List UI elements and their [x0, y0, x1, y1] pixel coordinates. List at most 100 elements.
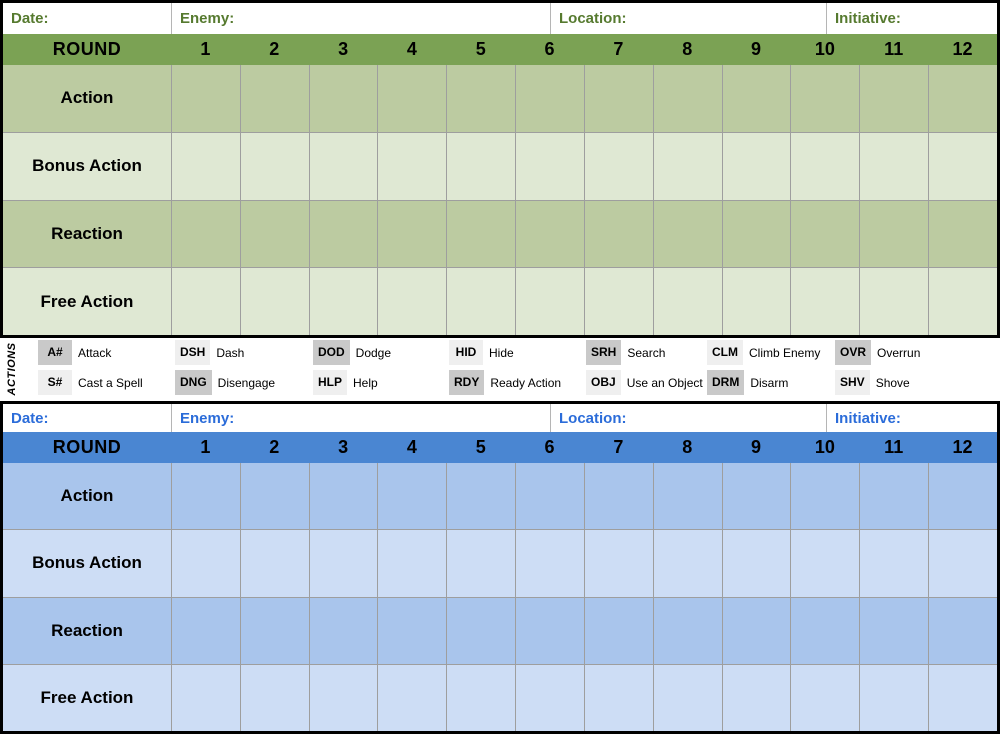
round-entry-cell[interactable]	[790, 65, 859, 132]
round-entry-cell[interactable]	[583, 597, 653, 664]
round-entry-cell[interactable]	[515, 463, 584, 530]
round-entry-cell[interactable]	[239, 530, 309, 597]
round-entry-cell[interactable]	[515, 664, 584, 731]
enemy-field[interactable]: Enemy:	[171, 404, 550, 432]
round-entry-cell[interactable]	[239, 132, 309, 200]
round-entry-cell[interactable]	[928, 530, 997, 597]
round-entry-cell[interactable]	[515, 597, 584, 664]
round-entry-cell[interactable]	[721, 132, 791, 200]
round-entry-cell[interactable]	[377, 664, 446, 731]
round-entry-cell[interactable]	[446, 597, 515, 664]
round-entry-cell[interactable]	[446, 463, 515, 530]
round-entry-cell[interactable]	[308, 268, 378, 335]
round-entry-cell[interactable]	[446, 132, 515, 200]
round-entry-cell[interactable]	[652, 530, 722, 597]
round-entry-cell[interactable]	[377, 132, 446, 200]
round-entry-cell[interactable]	[308, 463, 378, 530]
round-entry-cell[interactable]	[239, 463, 309, 530]
round-entry-cell[interactable]	[446, 65, 515, 132]
round-entry-cell[interactable]	[928, 463, 997, 530]
round-entry-cell[interactable]	[790, 268, 859, 335]
round-entry-cell[interactable]	[652, 463, 722, 530]
round-entry-cell[interactable]	[583, 132, 653, 200]
round-entry-cell[interactable]	[859, 530, 928, 597]
round-entry-cell[interactable]	[859, 664, 928, 731]
round-entry-cell[interactable]	[721, 200, 791, 268]
round-entry-cell[interactable]	[515, 268, 584, 335]
round-entry-cell[interactable]	[171, 200, 240, 268]
round-entry-cell[interactable]	[171, 597, 240, 664]
round-entry-cell[interactable]	[515, 200, 584, 268]
round-entry-cell[interactable]	[583, 65, 653, 132]
round-entry-cell[interactable]	[859, 65, 928, 132]
location-field[interactable]: Location:	[550, 404, 826, 432]
round-entry-cell[interactable]	[446, 268, 515, 335]
round-entry-cell[interactable]	[239, 664, 309, 731]
round-entry-cell[interactable]	[928, 664, 997, 731]
round-entry-cell[interactable]	[171, 268, 240, 335]
round-entry-cell[interactable]	[928, 200, 997, 268]
round-entry-cell[interactable]	[583, 664, 653, 731]
round-entry-cell[interactable]	[721, 65, 791, 132]
round-entry-cell[interactable]	[790, 530, 859, 597]
round-entry-cell[interactable]	[790, 132, 859, 200]
round-entry-cell[interactable]	[239, 597, 309, 664]
round-entry-cell[interactable]	[859, 268, 928, 335]
round-entry-cell[interactable]	[515, 530, 584, 597]
round-entry-cell[interactable]	[446, 664, 515, 731]
round-entry-cell[interactable]	[652, 65, 722, 132]
round-entry-cell[interactable]	[446, 200, 515, 268]
round-entry-cell[interactable]	[515, 132, 584, 200]
round-entry-cell[interactable]	[515, 65, 584, 132]
round-entry-cell[interactable]	[171, 664, 240, 731]
round-entry-cell[interactable]	[721, 597, 791, 664]
enemy-field[interactable]: Enemy:	[171, 3, 550, 34]
round-entry-cell[interactable]	[652, 132, 722, 200]
round-entry-cell[interactable]	[308, 132, 378, 200]
round-entry-cell[interactable]	[239, 65, 309, 132]
round-entry-cell[interactable]	[308, 530, 378, 597]
round-entry-cell[interactable]	[377, 463, 446, 530]
round-entry-cell[interactable]	[583, 268, 653, 335]
round-entry-cell[interactable]	[239, 268, 309, 335]
round-entry-cell[interactable]	[721, 268, 791, 335]
round-entry-cell[interactable]	[721, 463, 791, 530]
round-entry-cell[interactable]	[859, 200, 928, 268]
date-field[interactable]: Date:	[3, 3, 171, 34]
round-entry-cell[interactable]	[377, 530, 446, 597]
round-entry-cell[interactable]	[308, 200, 378, 268]
round-entry-cell[interactable]	[721, 530, 791, 597]
round-entry-cell[interactable]	[928, 268, 997, 335]
round-entry-cell[interactable]	[652, 597, 722, 664]
round-entry-cell[interactable]	[171, 65, 240, 132]
round-entry-cell[interactable]	[928, 65, 997, 132]
round-entry-cell[interactable]	[583, 200, 653, 268]
round-entry-cell[interactable]	[790, 463, 859, 530]
round-entry-cell[interactable]	[171, 132, 240, 200]
initiative-field[interactable]: Initiative:	[826, 404, 997, 432]
round-entry-cell[interactable]	[171, 530, 240, 597]
round-entry-cell[interactable]	[652, 268, 722, 335]
round-entry-cell[interactable]	[377, 65, 446, 132]
round-entry-cell[interactable]	[859, 463, 928, 530]
round-entry-cell[interactable]	[377, 597, 446, 664]
round-entry-cell[interactable]	[790, 200, 859, 268]
round-entry-cell[interactable]	[308, 664, 378, 731]
round-entry-cell[interactable]	[790, 664, 859, 731]
round-entry-cell[interactable]	[790, 597, 859, 664]
round-entry-cell[interactable]	[721, 664, 791, 731]
location-field[interactable]: Location:	[550, 3, 826, 34]
round-entry-cell[interactable]	[583, 463, 653, 530]
round-entry-cell[interactable]	[239, 200, 309, 268]
round-entry-cell[interactable]	[859, 132, 928, 200]
round-entry-cell[interactable]	[928, 597, 997, 664]
round-entry-cell[interactable]	[583, 530, 653, 597]
round-entry-cell[interactable]	[308, 65, 378, 132]
date-field[interactable]: Date:	[3, 404, 171, 432]
round-entry-cell[interactable]	[171, 463, 240, 530]
round-entry-cell[interactable]	[928, 132, 997, 200]
round-entry-cell[interactable]	[377, 268, 446, 335]
round-entry-cell[interactable]	[308, 597, 378, 664]
initiative-field[interactable]: Initiative:	[826, 3, 997, 34]
round-entry-cell[interactable]	[859, 597, 928, 664]
